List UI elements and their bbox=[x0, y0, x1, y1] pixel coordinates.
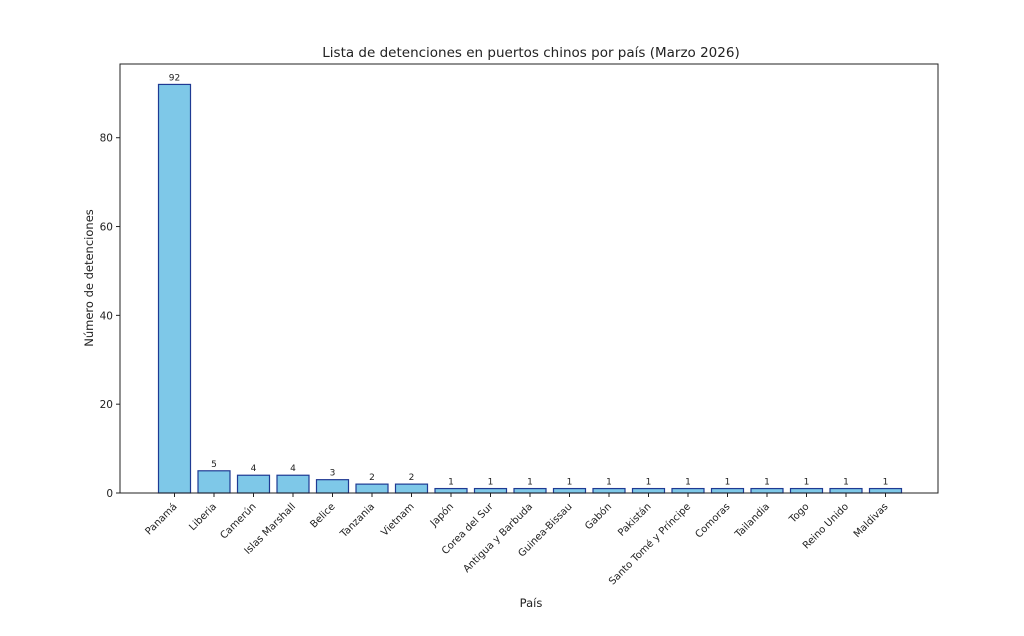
y-tick-label: 60 bbox=[100, 222, 113, 234]
x-tick-label: Maldivas bbox=[852, 501, 891, 540]
data-label: 92 bbox=[169, 73, 180, 83]
data-label: 1 bbox=[843, 478, 849, 488]
data-label: 2 bbox=[369, 473, 375, 483]
bar bbox=[197, 470, 231, 494]
data-label: 1 bbox=[883, 478, 889, 488]
y-tick-label: 80 bbox=[100, 133, 113, 145]
bar bbox=[394, 483, 429, 494]
bar bbox=[315, 479, 350, 494]
x-tick-label: Gabón bbox=[583, 501, 615, 533]
x-axis-label: País bbox=[520, 596, 543, 610]
bar bbox=[473, 487, 508, 494]
data-label: 1 bbox=[804, 478, 810, 488]
data-label: 4 bbox=[290, 464, 296, 474]
x-tick-label: Comoras bbox=[693, 501, 732, 540]
data-label: 1 bbox=[488, 478, 494, 488]
data-label: 2 bbox=[409, 473, 415, 483]
bar bbox=[552, 487, 587, 494]
bar bbox=[750, 487, 784, 494]
x-tick-label: Togo bbox=[787, 501, 812, 526]
bar bbox=[631, 487, 666, 494]
x-tick-label: Santo Tomé y Príncipe bbox=[606, 501, 693, 588]
bar bbox=[236, 474, 271, 494]
data-label: 1 bbox=[567, 478, 573, 488]
data-label: 1 bbox=[764, 478, 770, 488]
x-tick-label: Camerún bbox=[218, 501, 259, 542]
data-label: 1 bbox=[527, 478, 533, 488]
x-tick-label: Pakistán bbox=[616, 501, 654, 539]
y-axis-label: Número de detenciones bbox=[82, 209, 96, 347]
x-tick-label: Liberia bbox=[187, 501, 219, 533]
y-tick-label: 0 bbox=[106, 488, 113, 500]
data-label: 1 bbox=[685, 478, 691, 488]
y-tick-label: 40 bbox=[100, 310, 113, 322]
x-tick-label: Tanzania bbox=[338, 501, 377, 540]
bar bbox=[592, 487, 626, 494]
x-tick-label: Panamá bbox=[143, 501, 180, 538]
data-label: 1 bbox=[646, 478, 652, 488]
y-ticks: 0 20 40 60 80 bbox=[100, 133, 120, 500]
bar bbox=[671, 487, 705, 494]
bar bbox=[829, 487, 863, 494]
bar bbox=[789, 487, 824, 494]
bars-layer: 92 5 4 4 3 2 2 1 1 1 1 1 1 1 1 1 1 1 1 bbox=[157, 73, 903, 494]
data-label: 1 bbox=[725, 478, 731, 488]
plot-frame bbox=[119, 63, 939, 494]
bar bbox=[276, 474, 310, 494]
x-tick-label: Japón bbox=[427, 501, 456, 530]
bar bbox=[355, 483, 389, 494]
data-label: 4 bbox=[251, 464, 257, 474]
bar bbox=[157, 83, 192, 494]
y-tick-label: 20 bbox=[100, 399, 113, 411]
bar bbox=[513, 487, 547, 494]
data-label: 1 bbox=[448, 478, 454, 488]
bar bbox=[710, 487, 745, 494]
chart-title: Lista de detenciones en puertos chinos p… bbox=[322, 45, 739, 61]
x-tick-label: Tailandia bbox=[733, 501, 772, 540]
data-label: 3 bbox=[330, 469, 336, 479]
bar bbox=[434, 487, 468, 494]
bar bbox=[868, 487, 903, 494]
data-label: 5 bbox=[211, 460, 217, 470]
data-label: 1 bbox=[606, 478, 612, 488]
x-tick-label: Vietnam bbox=[379, 501, 416, 538]
x-tick-label: Antigua y Barbuda bbox=[461, 501, 535, 575]
x-tick-label: Belice bbox=[308, 501, 337, 530]
